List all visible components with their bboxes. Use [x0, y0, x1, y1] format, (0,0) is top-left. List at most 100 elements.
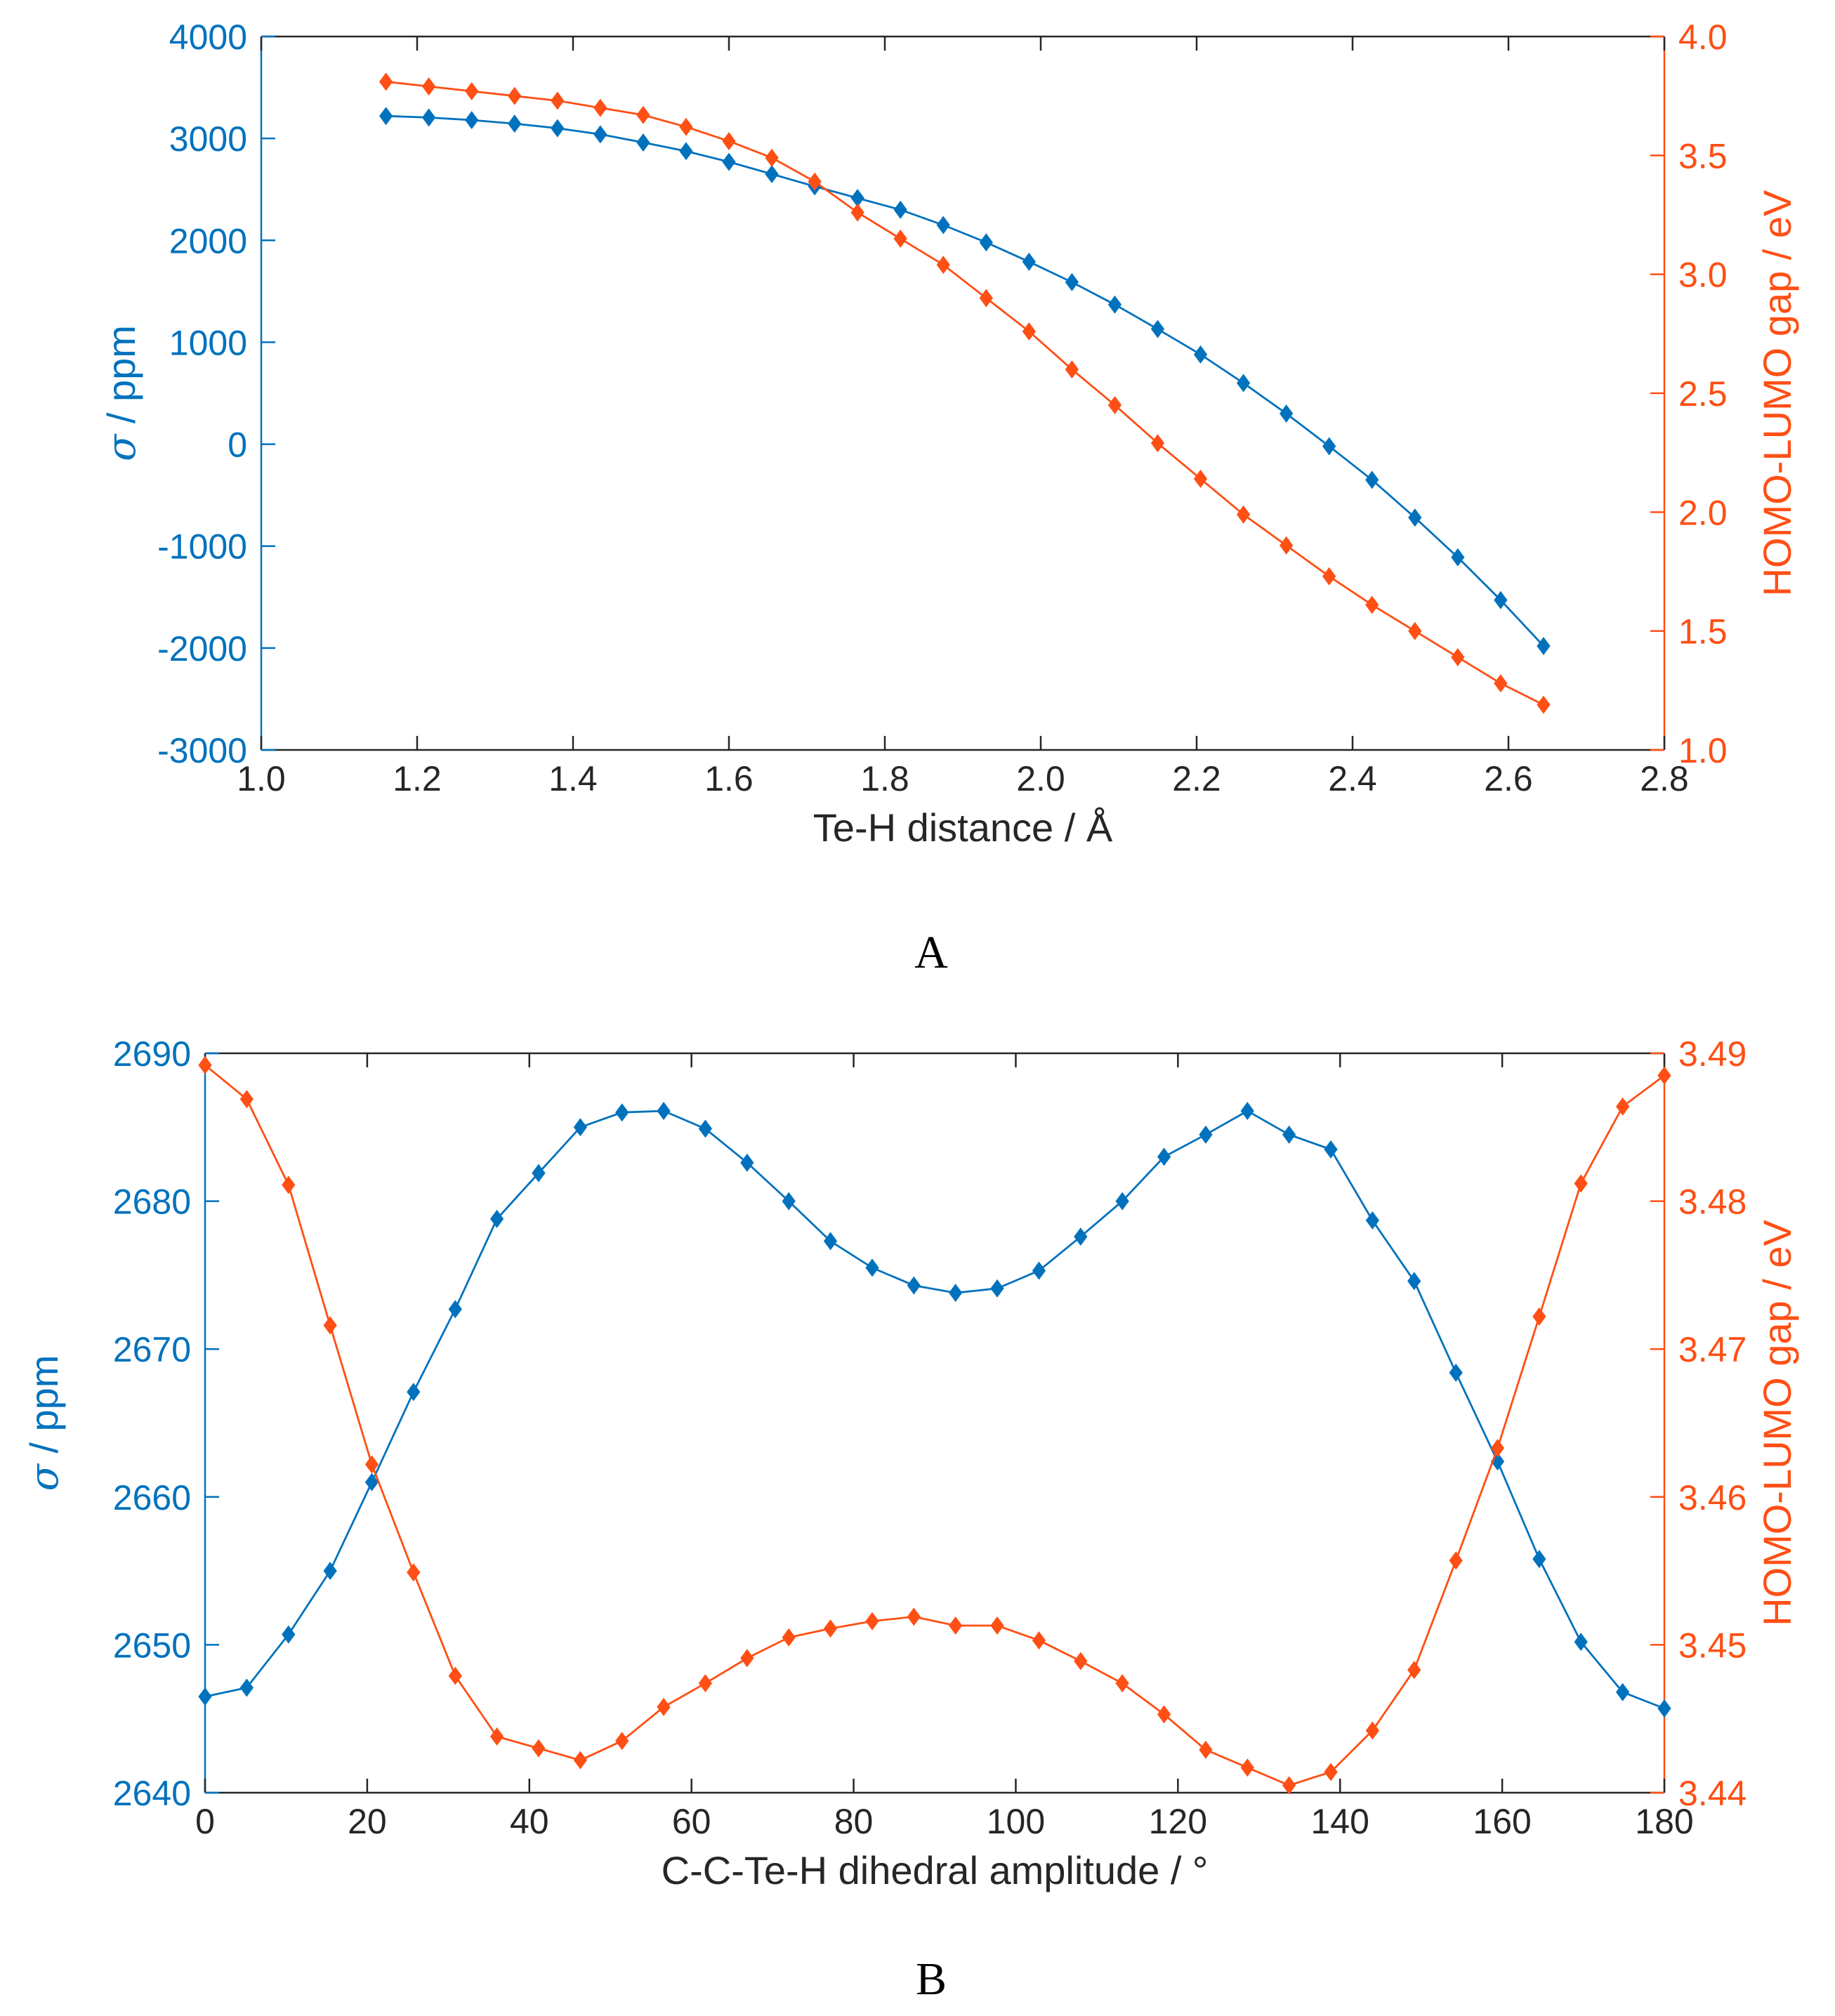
data-point-marker: [1065, 360, 1079, 379]
data-point-marker: [448, 1300, 462, 1319]
data-point-marker: [1451, 647, 1465, 666]
data-point-marker: [740, 1649, 754, 1668]
data-point-marker: [765, 148, 779, 167]
series-line: [204, 1064, 1665, 1786]
data-point-marker: [379, 107, 393, 126]
data-point-marker: [1107, 295, 1122, 314]
y2-tick-label: 3.0: [1678, 256, 1728, 295]
data-point-marker: [593, 125, 607, 144]
x-tick-label: 120: [1149, 1802, 1207, 1841]
data-point-marker: [1365, 595, 1379, 614]
y-tick-label: 1000: [169, 323, 247, 362]
y2-tick-label: 4.0: [1678, 18, 1728, 57]
data-point-marker: [1115, 1192, 1129, 1211]
y2-tick-label: 3.48: [1678, 1182, 1747, 1222]
data-point-marker: [532, 1739, 546, 1758]
data-point-marker: [508, 114, 522, 133]
x-tick-label: 2.8: [1640, 759, 1689, 798]
data-point-marker: [198, 1687, 212, 1706]
data-point-marker: [1280, 404, 1294, 423]
data-point-marker: [615, 1103, 629, 1122]
data-point-marker: [407, 1563, 421, 1582]
x-tick-label: 2.4: [1328, 759, 1377, 798]
data-point-marker: [990, 1279, 1004, 1298]
series-shielding: [198, 1102, 1671, 1718]
chart-panel-a: 1.0 1.2 1.4 1.6 1.8 2.0 2.2 2.4 2.6 2.8 -3000 -2000…: [99, 18, 1799, 978]
y-tick-label: 0: [228, 426, 247, 465]
x-tick-label: 2.2: [1172, 759, 1221, 798]
data-point-marker: [593, 98, 607, 117]
data-point-marker: [1107, 395, 1122, 414]
data-point-marker: [489, 1727, 504, 1746]
data-point-marker: [465, 81, 479, 100]
y2-axis-label: HOMO-LUMO gap / eV: [1755, 1219, 1799, 1626]
y2-tick-label: 3.5: [1678, 136, 1728, 176]
data-point-marker: [1115, 1674, 1129, 1693]
x-tick-label: 1.0: [237, 759, 286, 798]
data-point-marker: [1032, 1631, 1046, 1650]
data-point-marker: [1574, 1633, 1588, 1652]
data-point-marker: [823, 1619, 838, 1638]
data-point-marker: [1236, 374, 1251, 393]
data-point-marker: [865, 1612, 879, 1630]
x-tick-label: 60: [672, 1802, 711, 1841]
y-tick-label: 3000: [169, 119, 247, 159]
y-axis-label: σ / ppm: [22, 1355, 67, 1491]
y-axis-label-text: / ppm: [22, 1355, 66, 1465]
data-point-marker: [698, 1674, 713, 1693]
y2-tick-label: 1.0: [1678, 731, 1728, 770]
data-point-marker: [1324, 1763, 1338, 1781]
y-tick-label: 2690: [113, 1034, 191, 1074]
data-point-marker: [1193, 469, 1208, 488]
data-point-marker: [865, 1258, 879, 1277]
data-point-marker: [1449, 1363, 1463, 1382]
y2-tick-label: 3.44: [1678, 1774, 1747, 1813]
series-line: [386, 80, 1544, 706]
data-point-marker: [893, 229, 907, 248]
data-point-marker: [1236, 505, 1251, 524]
data-point-marker: [1657, 1699, 1671, 1718]
data-point-marker: [722, 132, 736, 151]
data-point-marker: [239, 1678, 254, 1697]
data-point-marker: [936, 256, 950, 275]
y-axis-label: σ / ppm: [99, 325, 145, 461]
data-point-marker: [850, 203, 864, 222]
data-point-marker: [1157, 1705, 1171, 1724]
data-point-marker: [1449, 1551, 1463, 1570]
data-point-marker: [1408, 621, 1422, 640]
y-tick-label: -1000: [157, 527, 247, 567]
data-point-marker: [740, 1153, 754, 1172]
x-tick-label: 1.8: [860, 759, 909, 798]
y-tick-label: 2660: [113, 1478, 191, 1517]
data-point-marker: [1240, 1102, 1254, 1121]
data-point-marker: [1322, 567, 1336, 586]
data-point-marker: [364, 1455, 379, 1474]
x-axis-label: C-C-Te-H dihedral amplitude / °: [662, 1848, 1209, 1892]
y-tick-label: 2670: [113, 1330, 191, 1369]
data-point-marker: [1157, 1147, 1171, 1166]
y2-tick-label: 2.0: [1678, 493, 1728, 532]
data-point-marker: [679, 117, 693, 136]
data-point-marker: [407, 1383, 421, 1402]
data-point-marker: [657, 1102, 671, 1121]
y-tick-label: 2680: [113, 1182, 191, 1222]
data-point-marker: [1532, 1550, 1546, 1569]
x-tick-label: 80: [834, 1802, 874, 1841]
y2-tick-label: 1.5: [1678, 612, 1728, 652]
data-point-marker: [323, 1316, 337, 1335]
x-tick-label: 100: [987, 1802, 1045, 1841]
data-point-marker: [722, 152, 736, 171]
data-point-marker: [657, 1697, 671, 1716]
y-tick-label: 2640: [113, 1774, 191, 1813]
data-point-marker: [1365, 1211, 1380, 1230]
data-point-marker: [1490, 1439, 1505, 1458]
series-homo-lumo-gap: [198, 1055, 1671, 1795]
data-point-marker: [1532, 1307, 1546, 1326]
data-point-marker: [1365, 470, 1379, 489]
data-point-marker: [1657, 1066, 1671, 1085]
data-point-marker: [422, 77, 436, 96]
data-point-marker: [1537, 636, 1551, 655]
data-point-marker: [1282, 1125, 1296, 1144]
data-point-marker: [1032, 1261, 1046, 1280]
